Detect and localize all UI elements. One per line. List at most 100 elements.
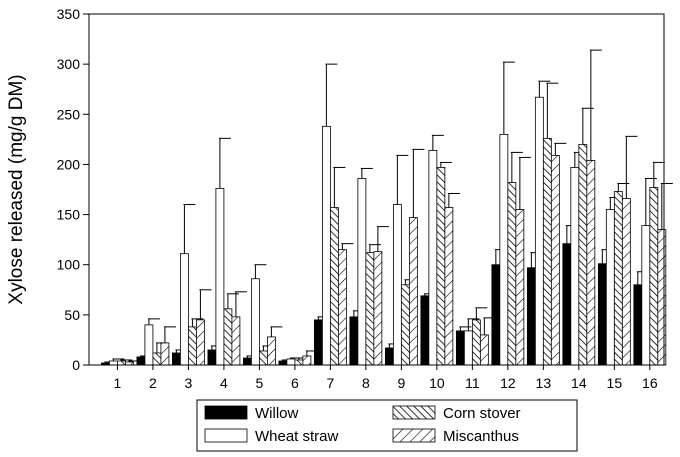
y-axis-title: Xylose released (mg/g DM): [6, 74, 27, 304]
bar-wheat-straw: [605, 209, 615, 366]
bar-willow: [242, 357, 252, 366]
y-tick-label: 150: [57, 207, 81, 223]
bar-miscanthus: [444, 207, 454, 366]
bar-wheat-straw: [463, 330, 473, 366]
bar-wheat-straw: [534, 96, 544, 366]
bar-willow: [491, 264, 501, 366]
bar-corn-stover: [649, 187, 659, 366]
legend-swatch-willow: [204, 405, 248, 420]
bar-miscanthus: [621, 198, 631, 366]
y-tick-label: 50: [64, 307, 80, 323]
x-tick-label: 3: [185, 375, 193, 391]
x-tick-label: 8: [362, 375, 370, 391]
bar-corn-stover: [223, 308, 233, 366]
bar-corn-stover: [329, 207, 339, 366]
bar-willow: [526, 267, 536, 366]
x-tick-label: 9: [397, 375, 405, 391]
x-tick-label: 13: [536, 375, 552, 391]
bar-willow: [384, 347, 394, 366]
bar-corn-stover: [471, 319, 481, 366]
bar-miscanthus: [160, 342, 170, 366]
bar-corn-stover: [117, 360, 126, 366]
y-tick-label: 200: [57, 156, 81, 172]
bar-miscanthus: [373, 251, 383, 366]
bar-corn-stover: [294, 359, 304, 366]
bar-miscanthus: [196, 319, 205, 366]
bar-willow: [633, 284, 643, 366]
bar-wheat-straw: [180, 253, 189, 366]
bar-wheat-straw: [321, 125, 331, 366]
y-tick-label: 100: [57, 257, 81, 273]
bar-willow: [562, 243, 572, 366]
bar-miscanthus: [408, 217, 418, 366]
bar-corn-stover: [258, 350, 268, 366]
bar-willow: [172, 352, 181, 366]
x-tick-label: 2: [149, 375, 157, 391]
bar-wheat-straw: [392, 204, 402, 366]
bar-miscanthus: [479, 334, 489, 366]
bar-wheat-straw: [570, 167, 580, 366]
legend-box: [196, 399, 578, 452]
x-tick-label: 4: [220, 375, 228, 391]
y-tick-label: 350: [57, 6, 81, 22]
y-axis: 0 50 100 150 200 250 300 350: [57, 6, 89, 373]
x-tick-label: 15: [607, 375, 623, 391]
bar-willow: [207, 349, 217, 366]
bar-willow: [349, 316, 359, 366]
x-tick-label: 14: [571, 375, 587, 391]
bar-groups: [101, 49, 673, 366]
y-tick-label: 250: [57, 106, 81, 122]
bar-miscanthus: [515, 209, 525, 366]
bar-willow: [597, 263, 607, 366]
bar-wheat-straw: [286, 358, 296, 366]
bar-wheat-straw: [499, 133, 509, 366]
legend-swatch-corn-stover: [392, 405, 436, 420]
bar-willow: [420, 295, 430, 366]
bar-willow: [313, 319, 323, 366]
bar-wheat-straw: [357, 178, 367, 366]
bar-corn-stover: [365, 252, 375, 366]
bar-wheat-straw: [109, 360, 118, 366]
legend-swatch-wheat-straw: [204, 428, 248, 443]
bar-wheat-straw: [641, 225, 651, 366]
bar-wheat-straw: [250, 278, 260, 366]
legend-label-miscanthus: Miscanthus: [443, 428, 519, 445]
bar-corn-stover: [613, 191, 623, 366]
x-tick-label: 7: [326, 375, 334, 391]
bar-corn-stover: [436, 167, 446, 366]
bar-miscanthus: [266, 336, 276, 366]
x-tick-label: 6: [291, 375, 299, 391]
y-tick-label: 0: [72, 357, 80, 373]
bar-miscanthus: [586, 160, 596, 366]
legend-label-corn-stover: Corn stover: [443, 405, 521, 422]
plot-frame: [88, 13, 665, 366]
legend: Willow Wheat straw Corn stover Miscanthus: [196, 399, 578, 452]
bar-wheat-straw: [144, 324, 154, 366]
bar-corn-stover: [400, 284, 410, 366]
x-tick-label: 1: [114, 375, 122, 391]
bar-willow: [278, 360, 288, 366]
bar-willow: [455, 330, 465, 366]
bar-miscanthus: [231, 316, 241, 366]
bar-miscanthus: [657, 229, 667, 366]
x-tick-label: 16: [642, 375, 658, 391]
bar-miscanthus: [337, 249, 347, 366]
legend-label-willow: Willow: [255, 405, 298, 422]
bar-corn-stover: [542, 137, 552, 366]
x-axis: 1 2 3 4 5 6 7 8 9 10 11 12 13 14 15 16: [114, 365, 658, 391]
bar-corn-stover: [507, 182, 517, 366]
bar-miscanthus: [550, 155, 560, 366]
bar-wheat-straw: [428, 149, 438, 366]
x-tick-label: 5: [255, 375, 263, 391]
bar-willow: [136, 356, 146, 366]
y-tick-label: 300: [57, 56, 81, 72]
bar-corn-stover: [152, 352, 162, 366]
bar-miscanthus: [302, 355, 312, 366]
bar-corn-stover: [188, 326, 197, 366]
legend-label-wheat-straw: Wheat straw: [255, 428, 339, 445]
x-tick-label: 12: [500, 375, 516, 391]
bar-corn-stover: [578, 143, 588, 366]
bar-wheat-straw: [215, 188, 225, 366]
x-tick-label: 10: [429, 375, 445, 391]
